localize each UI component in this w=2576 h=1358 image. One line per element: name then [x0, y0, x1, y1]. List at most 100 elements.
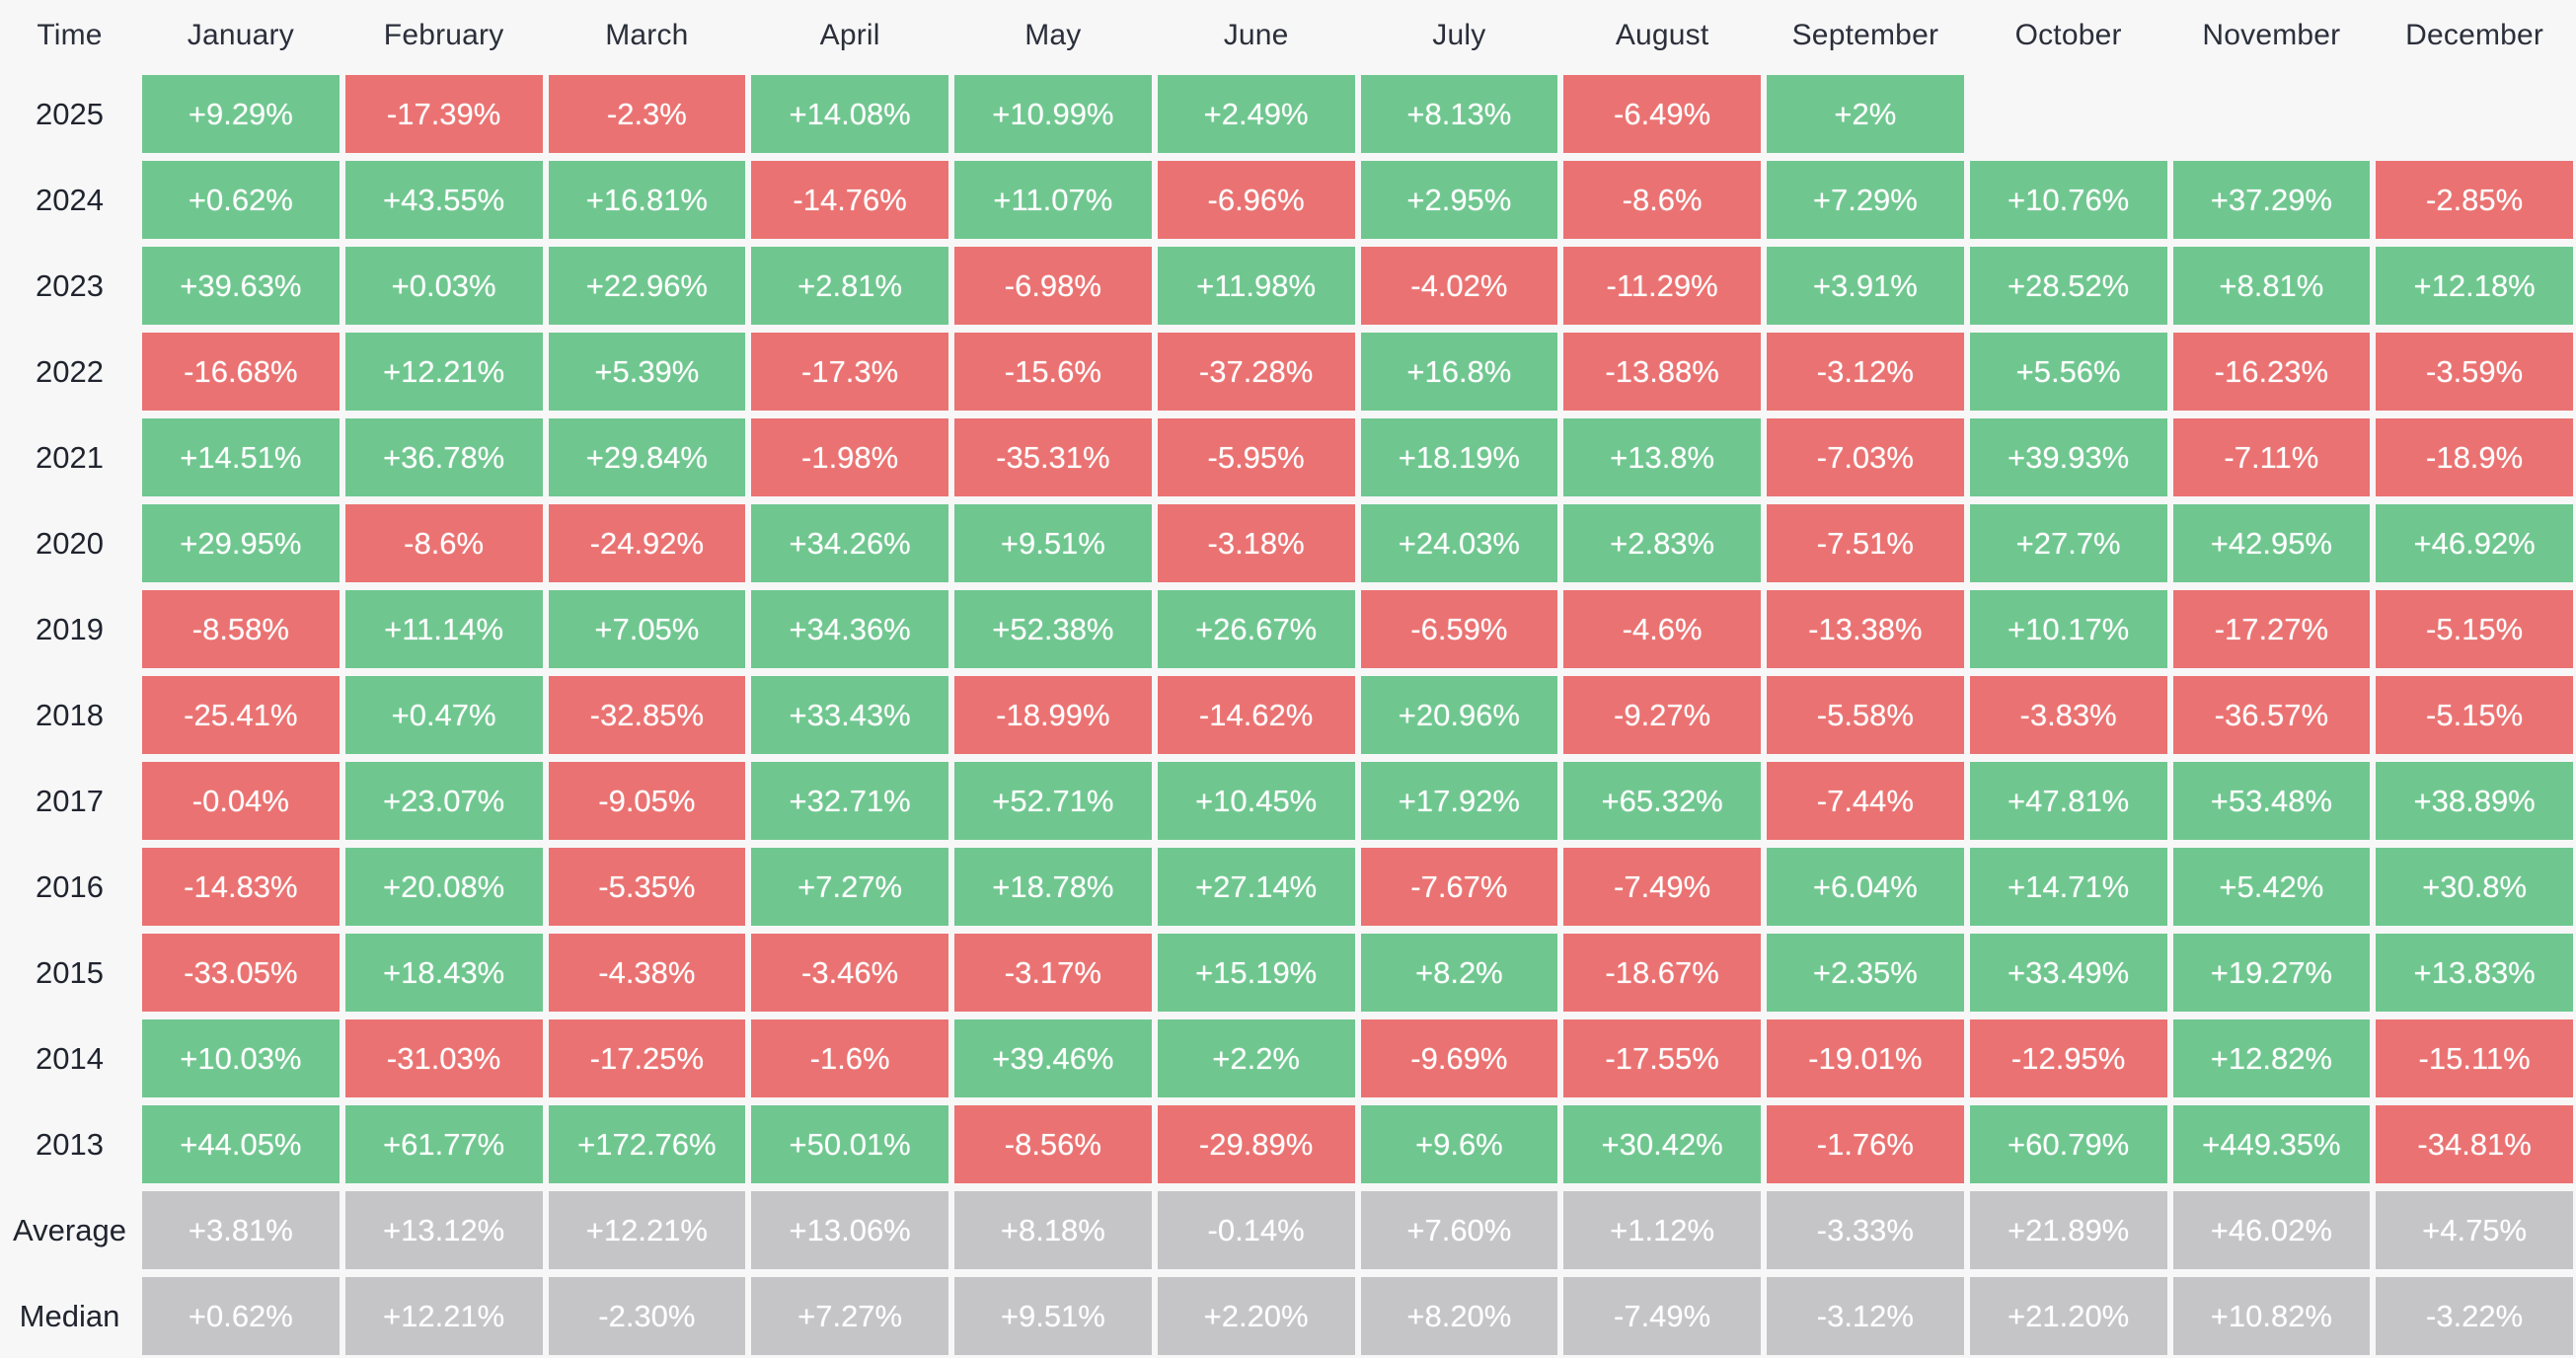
row-label-median: Median [19, 1298, 120, 1333]
cell-2016-april: +7.27% [751, 848, 948, 926]
cell-average-march: +12.21% [548, 1191, 746, 1269]
row-label-2025: 2025 [36, 96, 104, 131]
cell-2014-april: -1.6% [751, 1019, 948, 1097]
cell-2020-may: +9.51% [954, 504, 1152, 582]
cell-2017-december: +38.89% [2376, 762, 2573, 840]
cell-median-september: -3.12% [1767, 1277, 1964, 1355]
cell-2013-october: +60.79% [1969, 1105, 2167, 1183]
cell-2021-june: -5.95% [1157, 418, 1355, 496]
cell-2017-august: +65.32% [1563, 762, 1761, 840]
cell-2017-may: +52.71% [954, 762, 1152, 840]
cell-2015-july: +8.2% [1360, 934, 1558, 1012]
cell-2021-february: +36.78% [344, 418, 543, 496]
cell-2019-may: +52.38% [954, 590, 1152, 668]
cell-2024-march: +16.81% [548, 161, 746, 239]
cell-median-december: -3.22% [2376, 1277, 2573, 1355]
cell-2024-may: +11.07% [954, 161, 1152, 239]
cell-2022-december: -3.59% [2376, 333, 2573, 411]
row-label-2017: 2017 [36, 783, 104, 818]
cell-2016-november: +5.42% [2172, 848, 2371, 926]
cell-2020-november: +42.95% [2172, 504, 2371, 582]
cell-2022-august: -13.88% [1563, 333, 1761, 411]
cell-2025-december-empty [2376, 75, 2573, 153]
cell-2019-october: +10.17% [1969, 590, 2167, 668]
cell-2018-may: -18.99% [954, 676, 1152, 754]
cell-2020-april: +34.26% [751, 504, 948, 582]
cell-2018-february: +0.47% [344, 676, 543, 754]
cell-2025-march: -2.3% [548, 75, 746, 153]
cell-2025-july: +8.13% [1360, 75, 1558, 153]
cell-2014-july: -9.69% [1360, 1019, 1558, 1097]
cell-2014-november: +12.82% [2172, 1019, 2371, 1097]
cell-2020-march: -24.92% [548, 504, 746, 582]
cell-2024-november: +37.29% [2172, 161, 2371, 239]
cell-2021-december: -18.9% [2376, 418, 2573, 496]
cell-2015-october: +33.49% [1969, 934, 2167, 1012]
cell-2021-november: -7.11% [2172, 418, 2371, 496]
cell-2015-september: +2.35% [1767, 934, 1964, 1012]
cell-2025-january: +9.29% [142, 75, 340, 153]
cell-2025-november-empty [2173, 75, 2371, 153]
cell-2015-march: -4.38% [548, 934, 746, 1012]
cell-2021-october: +39.93% [1969, 418, 2167, 496]
row-label-2019: 2019 [36, 611, 104, 646]
cell-2017-april: +32.71% [751, 762, 948, 840]
cell-2019-june: +26.67% [1157, 590, 1355, 668]
cell-average-november: +46.02% [2172, 1191, 2371, 1269]
cell-2020-january: +29.95% [142, 504, 340, 582]
cell-2022-june: -37.28% [1157, 333, 1355, 411]
cell-2020-september: -7.51% [1767, 504, 1964, 582]
cell-2015-april: -3.46% [751, 934, 948, 1012]
cell-2015-august: -18.67% [1563, 934, 1761, 1012]
cell-2016-may: +18.78% [954, 848, 1152, 926]
cell-2024-february: +43.55% [344, 161, 543, 239]
cell-2014-december: -15.11% [2376, 1019, 2573, 1097]
cell-2023-july: -4.02% [1360, 247, 1558, 325]
cell-median-may: +9.51% [954, 1277, 1152, 1355]
cell-average-april: +13.06% [751, 1191, 948, 1269]
cell-2013-may: -8.56% [954, 1105, 1152, 1183]
cell-2014-august: -17.55% [1563, 1019, 1761, 1097]
month-header-october: October [2014, 19, 2122, 51]
cell-2025-february: -17.39% [344, 75, 543, 153]
cell-2022-february: +12.21% [344, 333, 543, 411]
cell-2022-may: -15.6% [954, 333, 1152, 411]
cell-2016-january: -14.83% [142, 848, 340, 926]
cell-2016-december: +30.8% [2376, 848, 2573, 926]
cell-2022-november: -16.23% [2172, 333, 2371, 411]
cell-average-july: +7.60% [1360, 1191, 1558, 1269]
row-label-2023: 2023 [36, 267, 104, 303]
cell-2020-july: +24.03% [1360, 504, 1558, 582]
cell-2013-july: +9.6% [1360, 1105, 1558, 1183]
month-header-september: September [1791, 19, 1939, 51]
cell-2020-october: +27.7% [1969, 504, 2167, 582]
cell-average-august: +1.12% [1563, 1191, 1761, 1269]
month-header-july: July [1432, 19, 1486, 51]
cell-2024-april: -14.76% [751, 161, 948, 239]
cell-median-april: +7.27% [751, 1277, 948, 1355]
cell-2013-january: +44.05% [142, 1105, 340, 1183]
cell-2015-december: +13.83% [2376, 934, 2573, 1012]
cell-2013-march: +172.76% [548, 1105, 746, 1183]
cell-2021-september: -7.03% [1767, 418, 1964, 496]
cell-median-march: -2.30% [548, 1277, 746, 1355]
cell-2016-july: -7.67% [1360, 848, 1558, 926]
cell-2018-november: -36.57% [2172, 676, 2371, 754]
cell-2019-september: -13.38% [1767, 590, 1964, 668]
row-label-2022: 2022 [36, 353, 104, 389]
cell-average-december: +4.75% [2376, 1191, 2573, 1269]
cell-average-may: +8.18% [954, 1191, 1152, 1269]
cell-median-october: +21.20% [1969, 1277, 2167, 1355]
cell-median-january: +0.62% [142, 1277, 340, 1355]
cell-2023-may: -6.98% [954, 247, 1152, 325]
cell-2022-july: +16.8% [1360, 333, 1558, 411]
cell-median-june: +2.20% [1157, 1277, 1355, 1355]
cell-2024-december: -2.85% [2376, 161, 2573, 239]
row-label-2016: 2016 [36, 868, 104, 904]
cell-2015-may: -3.17% [954, 934, 1152, 1012]
cell-2022-september: -3.12% [1767, 333, 1964, 411]
cell-2024-september: +7.29% [1767, 161, 1964, 239]
cell-2014-september: -19.01% [1767, 1019, 1964, 1097]
cell-2024-july: +2.95% [1360, 161, 1558, 239]
row-label-2013: 2013 [36, 1126, 104, 1162]
